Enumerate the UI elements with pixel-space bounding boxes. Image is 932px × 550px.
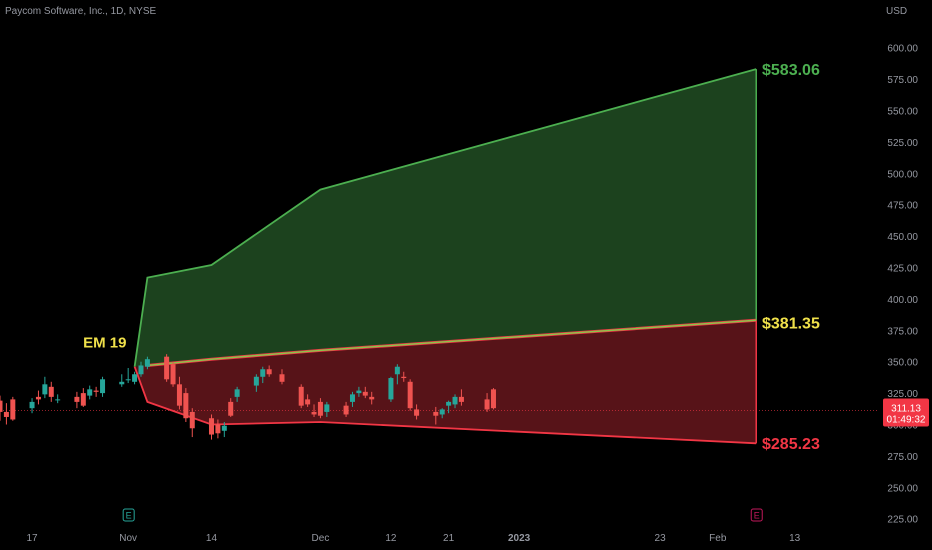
candle-body (228, 401, 234, 416)
y-tick-label: 550.00 (887, 107, 918, 118)
currency-label[interactable]: USD (886, 6, 908, 17)
y-tick-label: 400.00 (887, 295, 918, 306)
candle-body (29, 401, 35, 409)
middle-band-line (147, 319, 757, 367)
x-tick-label: 21 (443, 533, 455, 544)
x-tick-label: Feb (709, 533, 727, 544)
candle-body (87, 389, 93, 396)
candle-body (388, 378, 394, 400)
candle-body (356, 390, 362, 394)
candle-body (394, 366, 400, 375)
candle-body (119, 381, 125, 385)
x-tick-label: 12 (385, 533, 397, 544)
candle-body (42, 384, 48, 395)
candle-body (311, 411, 317, 415)
y-tick-label: 275.00 (887, 452, 918, 463)
last-price-value: 311.13 (891, 404, 921, 415)
candle-body (401, 376, 407, 379)
y-tick-label: 575.00 (887, 75, 918, 86)
candle-body (138, 365, 144, 375)
level-label: $583.06 (762, 62, 820, 79)
level-label: $381.35 (762, 315, 820, 332)
candle-body (208, 418, 214, 435)
candle-body (0, 400, 3, 412)
candle-body (433, 411, 439, 416)
x-tick-label: Dec (312, 533, 330, 544)
earnings-event-label: E (126, 511, 132, 521)
candle-body (183, 393, 189, 419)
x-tick-label: 14 (206, 533, 218, 544)
symbol-title[interactable]: Paycom Software, Inc., 1D, NYSE (5, 6, 157, 17)
x-tick-label: 23 (655, 533, 667, 544)
last-price-box (883, 398, 929, 427)
candle-body (490, 389, 496, 409)
x-tick-label: 13 (789, 533, 801, 544)
y-tick-label: 475.00 (887, 201, 918, 212)
candle-body (362, 391, 368, 396)
y-tick-label: 525.00 (887, 138, 918, 149)
candle-body (35, 396, 41, 400)
candle-body (298, 386, 304, 406)
x-tick-label: Nov (119, 533, 137, 544)
candle-body (279, 374, 285, 382)
candle-body (349, 394, 355, 402)
y-tick-label: 425.00 (887, 264, 918, 275)
y-tick-label: 225.00 (887, 515, 918, 526)
candle-body (369, 396, 375, 400)
y-tick-label: 375.00 (887, 326, 918, 337)
em-annotation: EM 19 (83, 335, 126, 352)
candle-body (125, 379, 131, 381)
candle-body (215, 424, 221, 434)
candle-body (458, 396, 464, 402)
x-tick-label: 2023 (508, 533, 531, 544)
candle-body (484, 399, 490, 410)
candle-body (414, 409, 420, 416)
earnings-event-icon (750, 508, 763, 522)
y-tick-label: 250.00 (887, 483, 918, 494)
candle-body (446, 401, 452, 406)
candle-body (221, 425, 227, 431)
x-tick-label: 17 (26, 533, 38, 544)
candle-body (55, 399, 61, 401)
candle-body (439, 409, 445, 415)
candle-body (253, 376, 259, 386)
candle-body (3, 411, 9, 417)
candle-body (317, 401, 323, 416)
candle-body (407, 381, 413, 409)
candle-body (343, 405, 349, 415)
candle-body (93, 390, 99, 392)
candle-body (164, 356, 170, 380)
y-tick-label: 350.00 (887, 358, 918, 369)
candle-body (48, 386, 54, 397)
price-countdown: 01:49:32 (887, 415, 926, 426)
candle-body (170, 364, 176, 385)
candle-body (260, 369, 266, 377)
candle-body (100, 379, 106, 394)
y-tick-label: 500.00 (887, 169, 918, 180)
y-tick-label: 325.00 (887, 389, 918, 400)
candle-body (132, 374, 138, 382)
candle-body (324, 404, 330, 412)
candle-body (305, 399, 311, 405)
upper-zone (134, 69, 757, 367)
candle-body (10, 399, 16, 420)
y-tick-label: 450.00 (887, 232, 918, 243)
candle-body (266, 369, 272, 375)
candle-body (80, 393, 86, 406)
candle-body (74, 396, 80, 402)
candle-body (234, 389, 240, 397)
earnings-event-label: E (754, 511, 760, 521)
upper-band-line (133, 68, 757, 367)
candle-body (452, 396, 458, 405)
y-tick-label: 600.00 (887, 44, 918, 55)
candle-body (176, 384, 182, 406)
candle-body (189, 411, 195, 429)
lower-zone (134, 320, 757, 444)
level-label: $285.23 (762, 436, 820, 453)
candle-body (144, 359, 150, 367)
earnings-event-icon (122, 508, 135, 522)
